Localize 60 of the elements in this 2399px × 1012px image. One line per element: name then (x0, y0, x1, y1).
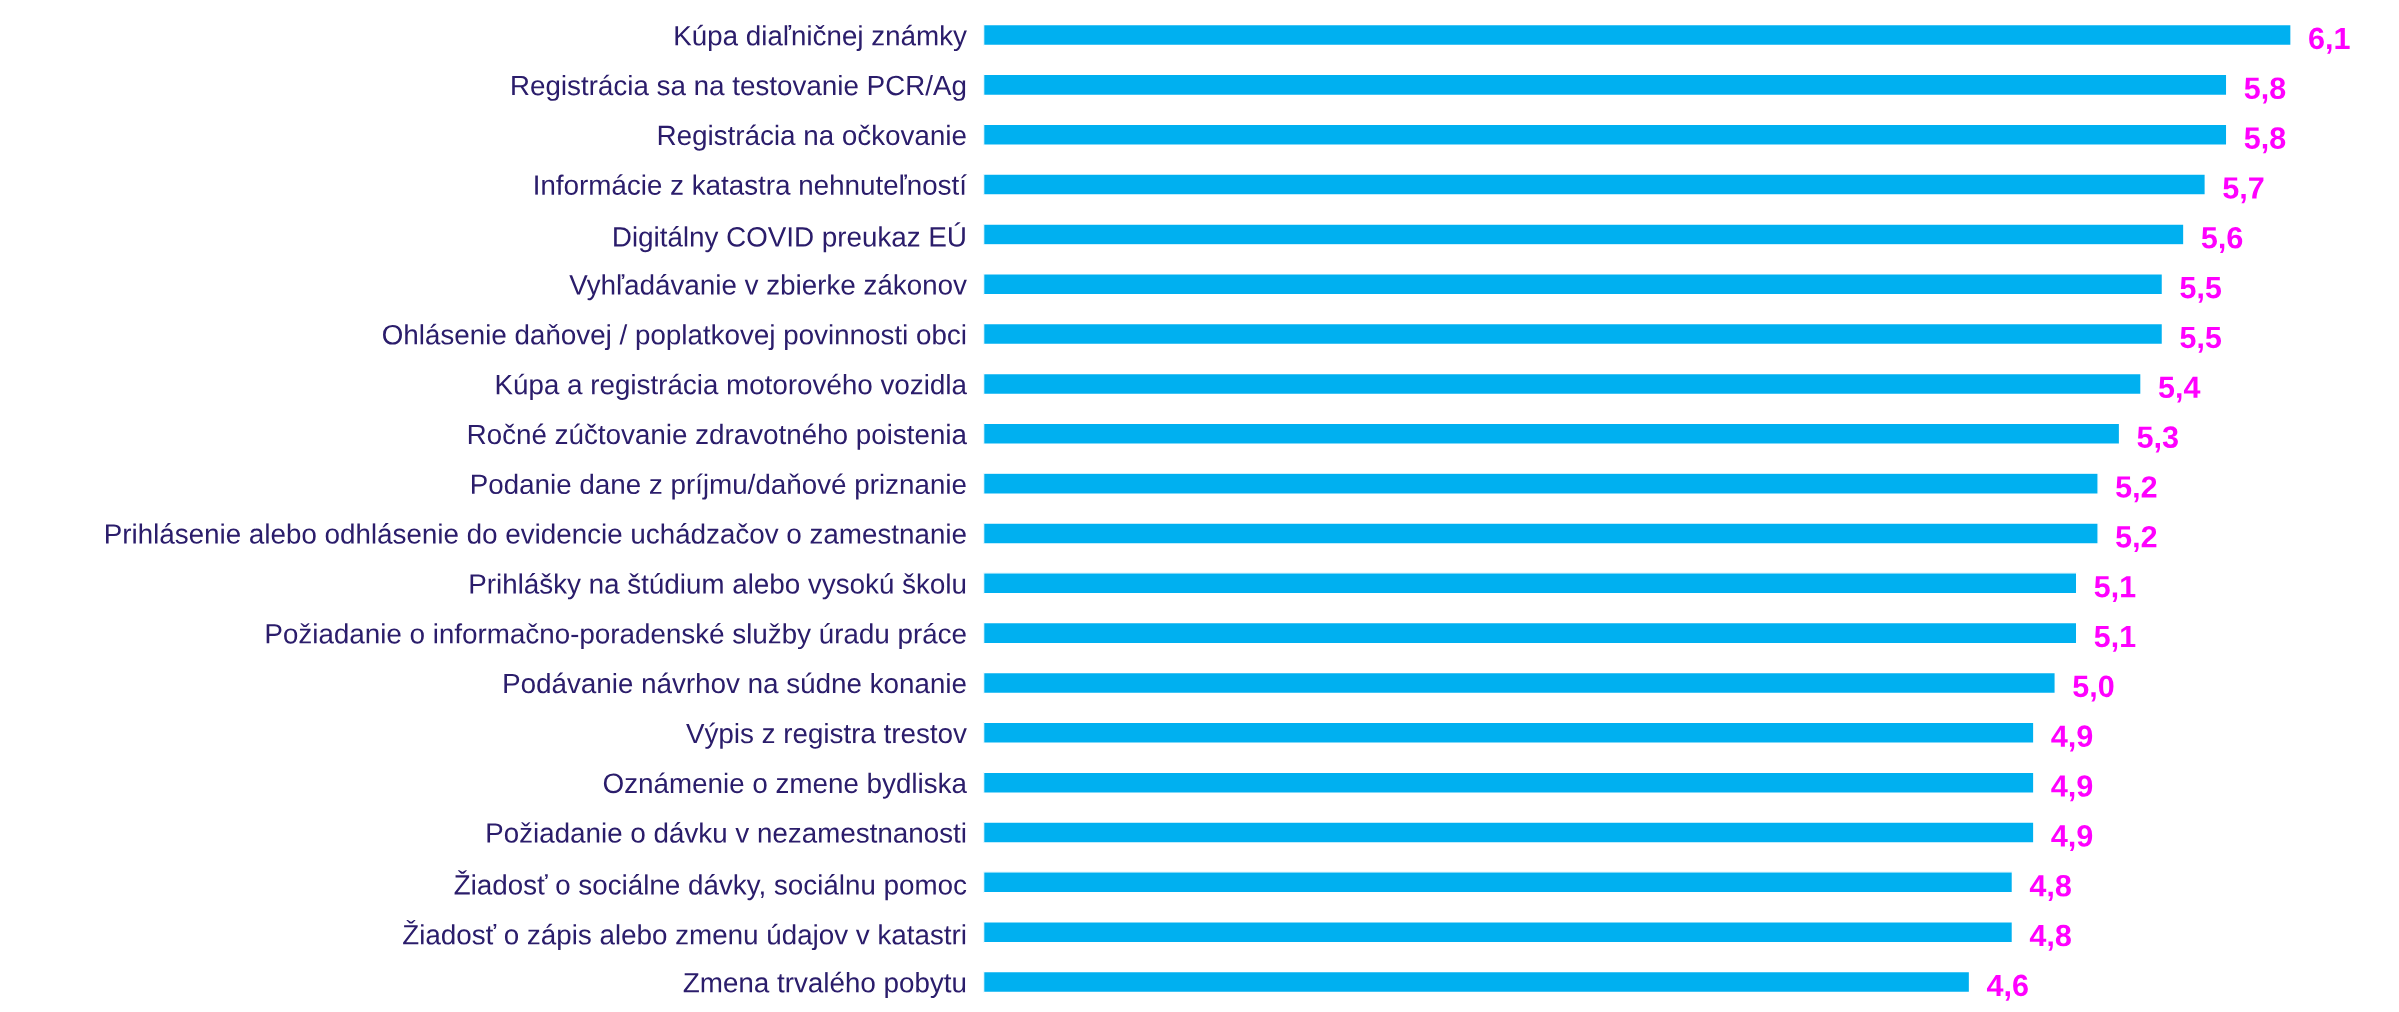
bar (983, 621, 2078, 645)
y-tick-label: Podávanie návrhov na súdne konanie (504, 672, 966, 694)
bar (983, 223, 2185, 246)
bar (983, 23, 2292, 47)
y-tick-label: Podanie dane z príjmu/daňové priznanie (471, 473, 966, 500)
y-tick-label: Registrácia sa na testovanie PCR/Ag (512, 74, 966, 101)
data-label: 5,1 (2094, 625, 2136, 652)
y-tick-label: Zmena trvalého pobytu (683, 971, 966, 999)
data-label: 4,6 (1986, 974, 2028, 1001)
y-tick-label: Požiadanie o informačno-poradenské služby úradu práce (266, 622, 966, 650)
data-label: 5,2 (2116, 526, 2157, 553)
data-label: 5,5 (2180, 277, 2222, 303)
y-tick-label: Ohlásenie daňovej / poplatkovej povinnosti obci (383, 323, 966, 351)
bar (983, 472, 2099, 495)
bar (983, 173, 2207, 196)
y-tick-label: Vyhľadávanie v zbierke zákonov (569, 274, 967, 301)
y-tick-label: Kúpa diaľničnej známky (675, 24, 967, 52)
data-label: 4,9 (2051, 775, 2093, 802)
bar (983, 821, 2035, 844)
bar (983, 721, 2035, 744)
data-label: 5,7 (2223, 177, 2264, 204)
bar (983, 73, 2228, 97)
bar (983, 572, 2078, 595)
data-label: 5,0 (2073, 675, 2114, 702)
bar (983, 273, 2164, 296)
y-tick-label: Ročné zúčtovanie zdravotného poistenia (468, 423, 967, 450)
y-tick-label: Požiadanie o dávku v nezamestnanosti (487, 822, 966, 843)
bar (983, 771, 2035, 794)
y-tick-label: Kúpa a registrácia motorového vozidla (496, 373, 967, 400)
data-label: 5,8 (2244, 77, 2286, 104)
y-tick-label: Informácie z katastra nehnuteľností (535, 174, 967, 195)
data-label: 5,8 (2244, 127, 2286, 154)
data-label: 4,8 (2029, 874, 2071, 901)
data-label: 5,3 (2137, 426, 2178, 453)
data-label: 4,8 (2029, 924, 2071, 951)
y-tick-label: Prihlášky na štúdium alebo vysokú školu (470, 573, 966, 600)
bar (983, 322, 2164, 346)
bar (983, 921, 2014, 944)
y-tick-label: Digitálny COVID preukaz EÚ (614, 222, 965, 253)
bar (983, 671, 2056, 695)
bar (983, 123, 2228, 146)
data-label: 4,9 (2051, 725, 2093, 752)
data-label: 5,2 (2116, 476, 2157, 503)
y-tick-label: Registrácia na očkovanie (658, 124, 966, 151)
data-label: 5,6 (2201, 226, 2243, 254)
y-tick-label: Prihlásenie alebo odhlásenie do evidencie uchádzačov o zamestnanie (106, 523, 966, 544)
y-tick-label: Výpis z registra trestov (686, 722, 967, 749)
y-tick-label: Oznámenie o zmene bydliska (603, 772, 967, 799)
data-label: 5,4 (2158, 376, 2201, 403)
data-label: 5,5 (2180, 326, 2222, 353)
bar (983, 522, 2099, 545)
data-label: 5,1 (2094, 576, 2136, 602)
bar (983, 871, 2014, 894)
bar (983, 422, 2121, 445)
data-label: 6,1 (2309, 27, 2350, 54)
data-label: 4,9 (2051, 825, 2093, 852)
bar (983, 970, 1971, 994)
y-tick-label: Žiadosť o sociálne dávky, sociálnu pomoc (454, 870, 967, 901)
y-tick-label: Žiadosť o zápis alebo zmenu údajov v katastri (403, 920, 966, 951)
bar (983, 372, 2142, 396)
